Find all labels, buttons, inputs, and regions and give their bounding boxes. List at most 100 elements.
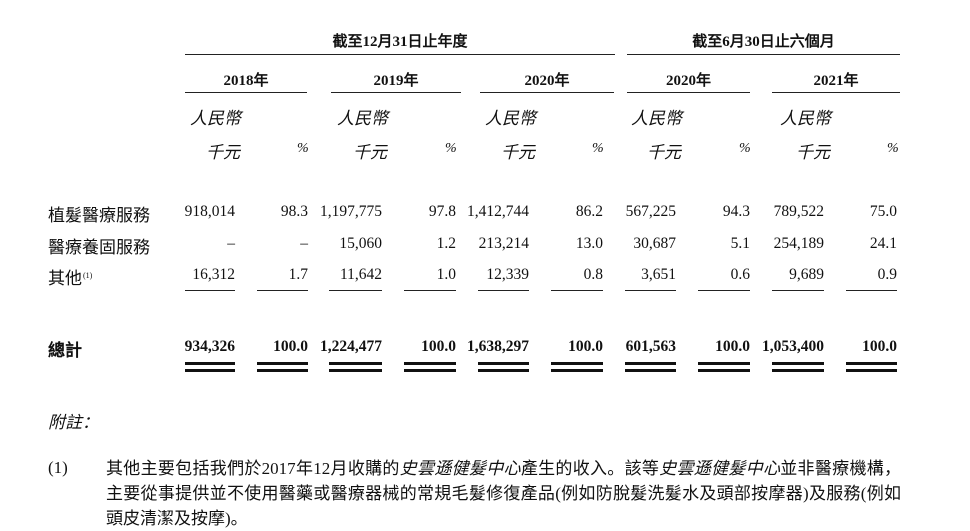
total-double-underline [625,362,676,365]
row-label-medical-care: 醫療養固服務 [48,238,150,257]
cell-value: 3,651 [641,266,676,283]
group-underline-fiscal-year [185,54,615,55]
year-underline-2018 [185,92,307,93]
total-double-underline [698,369,750,372]
subtotal-underline [625,290,676,291]
cell-value: 15,060 [339,235,382,252]
row-label-total: 總計 [48,341,82,360]
cell-percent: – [300,235,308,252]
cell-value: 254,189 [773,235,824,252]
year-underline-2020 [480,92,614,93]
note-text-part: 並非醫療機構，主要從事提供並不使用醫藥或醫療器械的常規毛髮修復產品(例如防脫髮洗… [106,459,902,528]
cell-value: 16,312 [192,266,235,283]
cell-value: 11,642 [339,266,382,283]
total-percent: 100.0 [273,338,308,355]
note-number: (1) [48,458,68,477]
unit-percent: % [739,141,751,156]
unit-currency: 人民幣 [190,109,241,128]
subtotal-underline [478,290,529,291]
cell-percent: 1.2 [436,235,456,252]
total-double-underline [478,362,529,365]
cell-percent: 24.1 [869,235,897,252]
cell-percent: 1.7 [288,266,308,283]
total-double-underline [185,369,235,372]
total-double-underline [698,362,750,365]
unit-percent: % [297,141,309,156]
unit-percent: % [592,141,604,156]
total-double-underline [772,369,824,372]
cell-value: 1,197,775 [320,203,382,220]
unit-currency: 人民幣 [337,109,388,128]
year-heading-2019: 2019年 [373,73,419,89]
cell-percent: 1.0 [436,266,456,283]
total-percent: 100.0 [421,338,456,355]
total-double-underline [329,362,382,365]
cell-percent: 13.0 [575,235,603,252]
unit-thousand: 千元 [206,143,240,162]
group-heading-six-months: 截至6月30日止六個月 [692,34,835,50]
unit-currency: 人民幣 [631,109,682,128]
cell-value: 789,522 [773,203,824,220]
note-text: 其他主要包括我們於2017年12月收購的史雲遜健髮中心產生的收入。該等史雲遜健髮… [106,456,901,531]
year-underline-2019 [331,92,461,93]
year-heading-2020-h1: 2020年 [665,73,711,89]
unit-percent: % [887,141,899,156]
total-value: 934,326 [184,338,235,355]
unit-thousand: 千元 [501,143,535,162]
total-double-underline [846,369,897,372]
total-double-underline [329,369,382,372]
cell-value: 12,339 [486,266,529,283]
cell-percent: 0.9 [877,266,897,283]
total-percent: 100.0 [568,338,603,355]
cell-value: 1,412,744 [467,203,529,220]
total-double-underline [478,369,529,372]
cell-percent: 0.8 [583,266,603,283]
total-value: 601,563 [625,338,676,355]
total-double-underline [404,362,456,365]
cell-value: 30,687 [633,235,676,252]
group-heading-fiscal-year: 截至12月31日止年度 [332,34,468,50]
subtotal-underline [772,290,824,291]
total-double-underline [257,369,308,372]
cell-percent: 86.2 [575,203,603,220]
group-underline-six-months [627,54,900,55]
row-label-others: 其他(1) [48,264,92,289]
subtotal-underline [846,290,897,291]
total-value: 1,053,400 [762,338,824,355]
notes-title: 附註： [48,413,99,432]
footnote-marker: (1) [83,271,93,280]
year-underline-2021-h1 [772,92,900,93]
subtotal-underline [257,290,308,291]
total-percent: 100.0 [715,338,750,355]
total-double-underline [185,362,235,365]
cell-value: 213,214 [478,235,529,252]
total-double-underline [625,369,676,372]
total-double-underline [551,369,603,372]
unit-percent: % [445,141,457,156]
total-double-underline [551,362,603,365]
total-double-underline [404,369,456,372]
year-heading-2020: 2020年 [524,73,570,89]
note-text-part: 產生的收入。該等 [520,459,660,478]
cell-value: – [227,235,235,252]
year-heading-2018: 2018年 [223,73,269,89]
total-double-underline [772,362,824,365]
row-label-others-text: 其他 [48,269,82,288]
total-percent: 100.0 [862,338,897,355]
cell-percent: 97.8 [428,203,456,220]
note-text-italic: 史雲遜健髮中心 [399,459,521,478]
cell-percent: 0.6 [730,266,750,283]
subtotal-underline [329,290,382,291]
total-value: 1,638,297 [467,338,529,355]
total-value: 1,224,477 [320,338,382,355]
year-underline-2020-h1 [627,92,750,93]
cell-percent: 98.3 [280,203,308,220]
cell-percent: 94.3 [722,203,750,220]
unit-currency: 人民幣 [485,109,536,128]
note-text-italic: 史雲遜健髮中心 [659,459,781,478]
total-double-underline [846,362,897,365]
cell-percent: 75.0 [869,203,897,220]
subtotal-underline [404,290,456,291]
cell-value: 918,014 [184,203,235,220]
unit-currency: 人民幣 [780,109,831,128]
